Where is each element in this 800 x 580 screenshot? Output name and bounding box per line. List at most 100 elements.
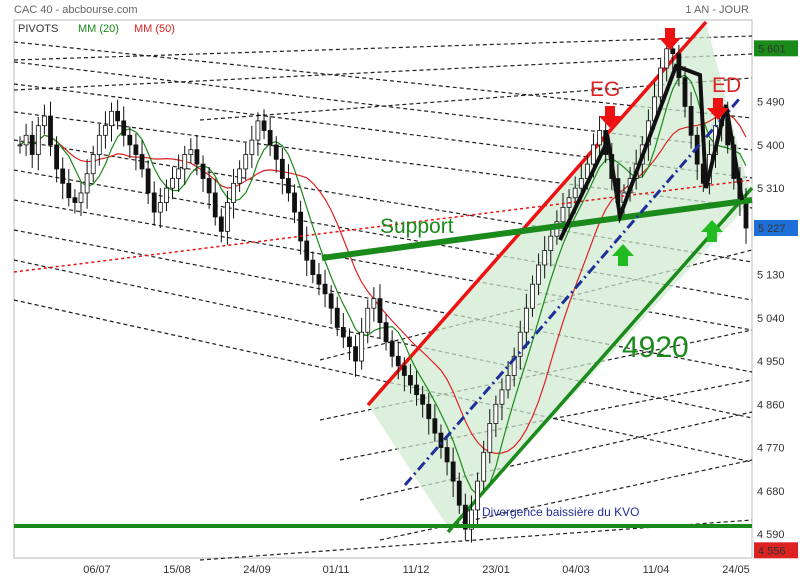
candle-body — [292, 192, 297, 213]
candle-body — [96, 134, 102, 155]
candle-body — [389, 341, 395, 357]
pivot-line — [13, 41, 753, 119]
candle-body — [157, 202, 163, 213]
pivot-line — [13, 229, 753, 373]
candle-body — [23, 134, 29, 146]
x-tick-label: 11/04 — [643, 564, 670, 576]
candle-body — [493, 403, 499, 424]
candle-body — [84, 173, 90, 194]
candle-body — [60, 168, 66, 184]
y-tick-label: 4 590 — [757, 529, 785, 541]
candle-body — [243, 154, 249, 170]
y-tick-label: 4 680 — [757, 486, 785, 498]
candle-body — [530, 283, 535, 309]
candle-body — [432, 418, 438, 434]
candle-body — [499, 389, 505, 405]
candle-body — [103, 125, 108, 136]
candle-body — [408, 375, 413, 386]
candle-body — [456, 480, 462, 506]
candle-body — [231, 182, 236, 203]
candle-body — [414, 384, 419, 396]
price-label-text: 5 601 — [758, 43, 786, 55]
candle-body — [115, 110, 121, 122]
y-axis: 4 590 4 680 4 770 4 860 4 950 5 040 5 130 5 310… — [757, 97, 785, 541]
legend-pivots: PIVOTS — [18, 23, 58, 35]
y-tick-label: 5 310 — [757, 183, 785, 195]
x-tick-label: 24/09 — [243, 564, 271, 576]
price-label-text: 4 556 — [758, 545, 786, 557]
candle-body — [42, 115, 47, 127]
candle-body — [286, 178, 291, 194]
x-tick-label: 15/08 — [163, 564, 191, 576]
candle-body — [420, 394, 426, 405]
candle-body — [578, 178, 584, 189]
trend-lines — [13, 63, 753, 528]
candle-body — [353, 346, 358, 362]
x-tick-label: 01/11 — [323, 564, 350, 576]
candle-body — [316, 274, 322, 285]
candle-body — [572, 187, 578, 199]
candle-body — [17, 144, 23, 147]
annotation-eg: EG — [590, 78, 620, 101]
price-label-text: 5 227 — [758, 223, 786, 235]
support-line — [321, 197, 753, 261]
candle-body — [212, 192, 218, 218]
candle-body — [365, 307, 371, 333]
candle-body — [279, 158, 285, 179]
y-tick-label: 4 950 — [757, 356, 785, 368]
candle-body — [664, 48, 670, 69]
candle-body — [395, 355, 401, 367]
annotation-ed: ED — [712, 74, 741, 97]
candle-body — [438, 432, 444, 448]
candle-body — [469, 509, 474, 530]
candle-body — [401, 365, 407, 376]
candle-body — [523, 307, 529, 333]
candle-body — [151, 192, 157, 213]
candle-body — [237, 168, 243, 184]
mm20-path — [19, 74, 747, 496]
candle-body — [164, 187, 169, 203]
candle-body — [176, 168, 182, 179]
candle-body — [505, 375, 511, 391]
candle-body — [145, 168, 151, 194]
x-tick-label: 04/03 — [562, 564, 590, 576]
signal-arrows — [599, 28, 729, 266]
candle-body — [310, 259, 316, 275]
pivot-line — [199, 519, 753, 561]
candle-body — [334, 307, 340, 328]
candle-body — [261, 120, 267, 131]
candle-body — [511, 355, 517, 376]
candle-body — [347, 336, 352, 348]
candle-body — [377, 298, 383, 324]
candle-body — [481, 451, 487, 482]
candle-body — [462, 504, 468, 530]
candle-body — [359, 331, 365, 362]
candle-body — [78, 192, 84, 203]
annotation-support: Support — [380, 215, 454, 238]
sell-arrow-ed — [707, 98, 729, 120]
candle-body — [475, 480, 480, 511]
channel-lower-line — [446, 186, 754, 534]
candle-body — [218, 216, 224, 232]
candle-body — [255, 120, 261, 141]
x-tick-label: 06/07 — [83, 564, 111, 576]
annotation-kvo: Divergence baissière du KVO — [482, 505, 639, 519]
x-axis: 06/07 15/08 24/09 01/11 11/12 23/01 04/03 11/04… — [83, 564, 750, 576]
x-tick-label: 23/01 — [482, 564, 510, 576]
candle-body — [249, 139, 255, 155]
pivot-line — [13, 111, 753, 209]
x-tick-label: 11/12 — [403, 564, 430, 576]
candle-body — [658, 67, 663, 98]
price-labels: 5 601 5 227 4 556 — [754, 40, 798, 559]
y-tick-label: 5 400 — [757, 140, 785, 152]
candle-body — [133, 144, 139, 155]
blue-trend-line — [403, 97, 742, 486]
candle-body — [597, 130, 602, 146]
candle-body — [298, 211, 304, 242]
trend-channel — [366, 20, 754, 534]
candle-body — [90, 154, 96, 175]
legend-mm20: MM (20) — [78, 23, 119, 35]
candle-body — [206, 178, 212, 194]
candle-body — [194, 149, 200, 165]
y-tick-label: 4 770 — [757, 443, 785, 455]
